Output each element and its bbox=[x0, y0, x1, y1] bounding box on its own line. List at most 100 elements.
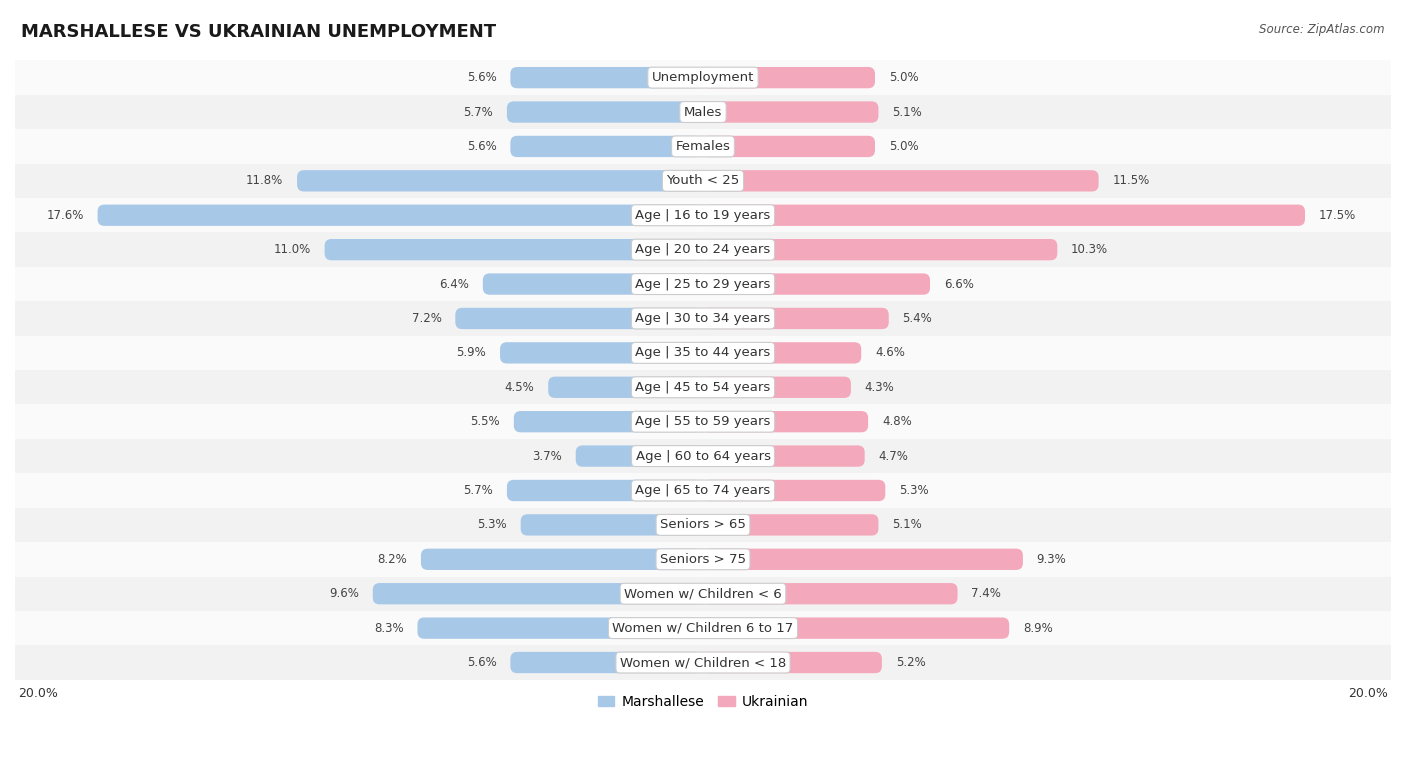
Bar bbox=[15, 577, 1391, 611]
Legend: Marshallese, Ukrainian: Marshallese, Ukrainian bbox=[592, 689, 814, 714]
Bar bbox=[15, 404, 1391, 439]
Text: Age | 30 to 34 years: Age | 30 to 34 years bbox=[636, 312, 770, 325]
Bar bbox=[15, 611, 1391, 645]
Text: 5.4%: 5.4% bbox=[903, 312, 932, 325]
Bar bbox=[15, 232, 1391, 267]
Text: 4.7%: 4.7% bbox=[879, 450, 908, 463]
Text: 5.7%: 5.7% bbox=[464, 105, 494, 119]
Text: 3.7%: 3.7% bbox=[533, 450, 562, 463]
Text: 9.6%: 9.6% bbox=[329, 587, 359, 600]
Text: Age | 20 to 24 years: Age | 20 to 24 years bbox=[636, 243, 770, 256]
Text: 8.2%: 8.2% bbox=[377, 553, 408, 565]
Text: 4.3%: 4.3% bbox=[865, 381, 894, 394]
Text: 5.3%: 5.3% bbox=[898, 484, 929, 497]
Text: 11.8%: 11.8% bbox=[246, 174, 284, 187]
Text: 8.9%: 8.9% bbox=[1024, 621, 1053, 634]
FancyBboxPatch shape bbox=[501, 342, 703, 363]
Text: Males: Males bbox=[683, 105, 723, 119]
FancyBboxPatch shape bbox=[510, 652, 703, 673]
FancyBboxPatch shape bbox=[703, 445, 865, 467]
Bar bbox=[15, 542, 1391, 577]
FancyBboxPatch shape bbox=[97, 204, 703, 226]
FancyBboxPatch shape bbox=[510, 136, 703, 157]
FancyBboxPatch shape bbox=[703, 204, 1305, 226]
Text: 5.6%: 5.6% bbox=[467, 71, 496, 84]
Text: Age | 60 to 64 years: Age | 60 to 64 years bbox=[636, 450, 770, 463]
Text: Age | 16 to 19 years: Age | 16 to 19 years bbox=[636, 209, 770, 222]
Text: 5.1%: 5.1% bbox=[893, 519, 922, 531]
FancyBboxPatch shape bbox=[703, 239, 1057, 260]
FancyBboxPatch shape bbox=[703, 411, 868, 432]
Text: 11.0%: 11.0% bbox=[274, 243, 311, 256]
Text: 5.6%: 5.6% bbox=[467, 140, 496, 153]
Bar bbox=[15, 95, 1391, 129]
FancyBboxPatch shape bbox=[325, 239, 703, 260]
Text: Age | 25 to 29 years: Age | 25 to 29 years bbox=[636, 278, 770, 291]
Bar bbox=[15, 198, 1391, 232]
Text: 6.4%: 6.4% bbox=[439, 278, 470, 291]
Text: 20.0%: 20.0% bbox=[1348, 687, 1388, 700]
Text: 6.6%: 6.6% bbox=[943, 278, 974, 291]
Text: 5.1%: 5.1% bbox=[893, 105, 922, 119]
Bar bbox=[15, 164, 1391, 198]
Text: 5.9%: 5.9% bbox=[457, 347, 486, 360]
Text: 7.2%: 7.2% bbox=[412, 312, 441, 325]
FancyBboxPatch shape bbox=[373, 583, 703, 604]
Bar bbox=[15, 301, 1391, 335]
Bar bbox=[15, 129, 1391, 164]
Text: 17.5%: 17.5% bbox=[1319, 209, 1355, 222]
FancyBboxPatch shape bbox=[418, 618, 703, 639]
FancyBboxPatch shape bbox=[703, 273, 929, 294]
Text: 5.3%: 5.3% bbox=[477, 519, 508, 531]
Text: 8.3%: 8.3% bbox=[374, 621, 404, 634]
Text: 5.0%: 5.0% bbox=[889, 71, 918, 84]
Text: Age | 55 to 59 years: Age | 55 to 59 years bbox=[636, 415, 770, 428]
FancyBboxPatch shape bbox=[508, 101, 703, 123]
FancyBboxPatch shape bbox=[703, 377, 851, 398]
FancyBboxPatch shape bbox=[420, 549, 703, 570]
Text: Unemployment: Unemployment bbox=[652, 71, 754, 84]
Text: Age | 45 to 54 years: Age | 45 to 54 years bbox=[636, 381, 770, 394]
Bar bbox=[15, 267, 1391, 301]
Text: 17.6%: 17.6% bbox=[46, 209, 84, 222]
FancyBboxPatch shape bbox=[575, 445, 703, 467]
FancyBboxPatch shape bbox=[703, 583, 957, 604]
FancyBboxPatch shape bbox=[703, 480, 886, 501]
Text: 5.5%: 5.5% bbox=[471, 415, 501, 428]
Text: 5.6%: 5.6% bbox=[467, 656, 496, 669]
Bar bbox=[15, 473, 1391, 508]
Bar bbox=[15, 645, 1391, 680]
FancyBboxPatch shape bbox=[703, 618, 1010, 639]
Text: 10.3%: 10.3% bbox=[1071, 243, 1108, 256]
Text: Source: ZipAtlas.com: Source: ZipAtlas.com bbox=[1260, 23, 1385, 36]
FancyBboxPatch shape bbox=[548, 377, 703, 398]
FancyBboxPatch shape bbox=[703, 652, 882, 673]
FancyBboxPatch shape bbox=[703, 342, 862, 363]
FancyBboxPatch shape bbox=[510, 67, 703, 89]
FancyBboxPatch shape bbox=[703, 170, 1098, 192]
FancyBboxPatch shape bbox=[703, 308, 889, 329]
FancyBboxPatch shape bbox=[703, 101, 879, 123]
Bar bbox=[15, 370, 1391, 404]
Text: Age | 65 to 74 years: Age | 65 to 74 years bbox=[636, 484, 770, 497]
Text: 4.5%: 4.5% bbox=[505, 381, 534, 394]
Text: 11.5%: 11.5% bbox=[1112, 174, 1150, 187]
Text: Women w/ Children < 6: Women w/ Children < 6 bbox=[624, 587, 782, 600]
FancyBboxPatch shape bbox=[482, 273, 703, 294]
Text: 9.3%: 9.3% bbox=[1036, 553, 1066, 565]
Text: 20.0%: 20.0% bbox=[18, 687, 58, 700]
FancyBboxPatch shape bbox=[703, 67, 875, 89]
Text: 5.0%: 5.0% bbox=[889, 140, 918, 153]
Bar bbox=[15, 508, 1391, 542]
Text: MARSHALLESE VS UKRAINIAN UNEMPLOYMENT: MARSHALLESE VS UKRAINIAN UNEMPLOYMENT bbox=[21, 23, 496, 41]
FancyBboxPatch shape bbox=[513, 411, 703, 432]
Text: Seniors > 65: Seniors > 65 bbox=[659, 519, 747, 531]
Text: 4.8%: 4.8% bbox=[882, 415, 911, 428]
FancyBboxPatch shape bbox=[703, 549, 1024, 570]
Text: 7.4%: 7.4% bbox=[972, 587, 1001, 600]
Bar bbox=[15, 61, 1391, 95]
FancyBboxPatch shape bbox=[297, 170, 703, 192]
Text: 5.2%: 5.2% bbox=[896, 656, 925, 669]
Text: 5.7%: 5.7% bbox=[464, 484, 494, 497]
Text: Age | 35 to 44 years: Age | 35 to 44 years bbox=[636, 347, 770, 360]
